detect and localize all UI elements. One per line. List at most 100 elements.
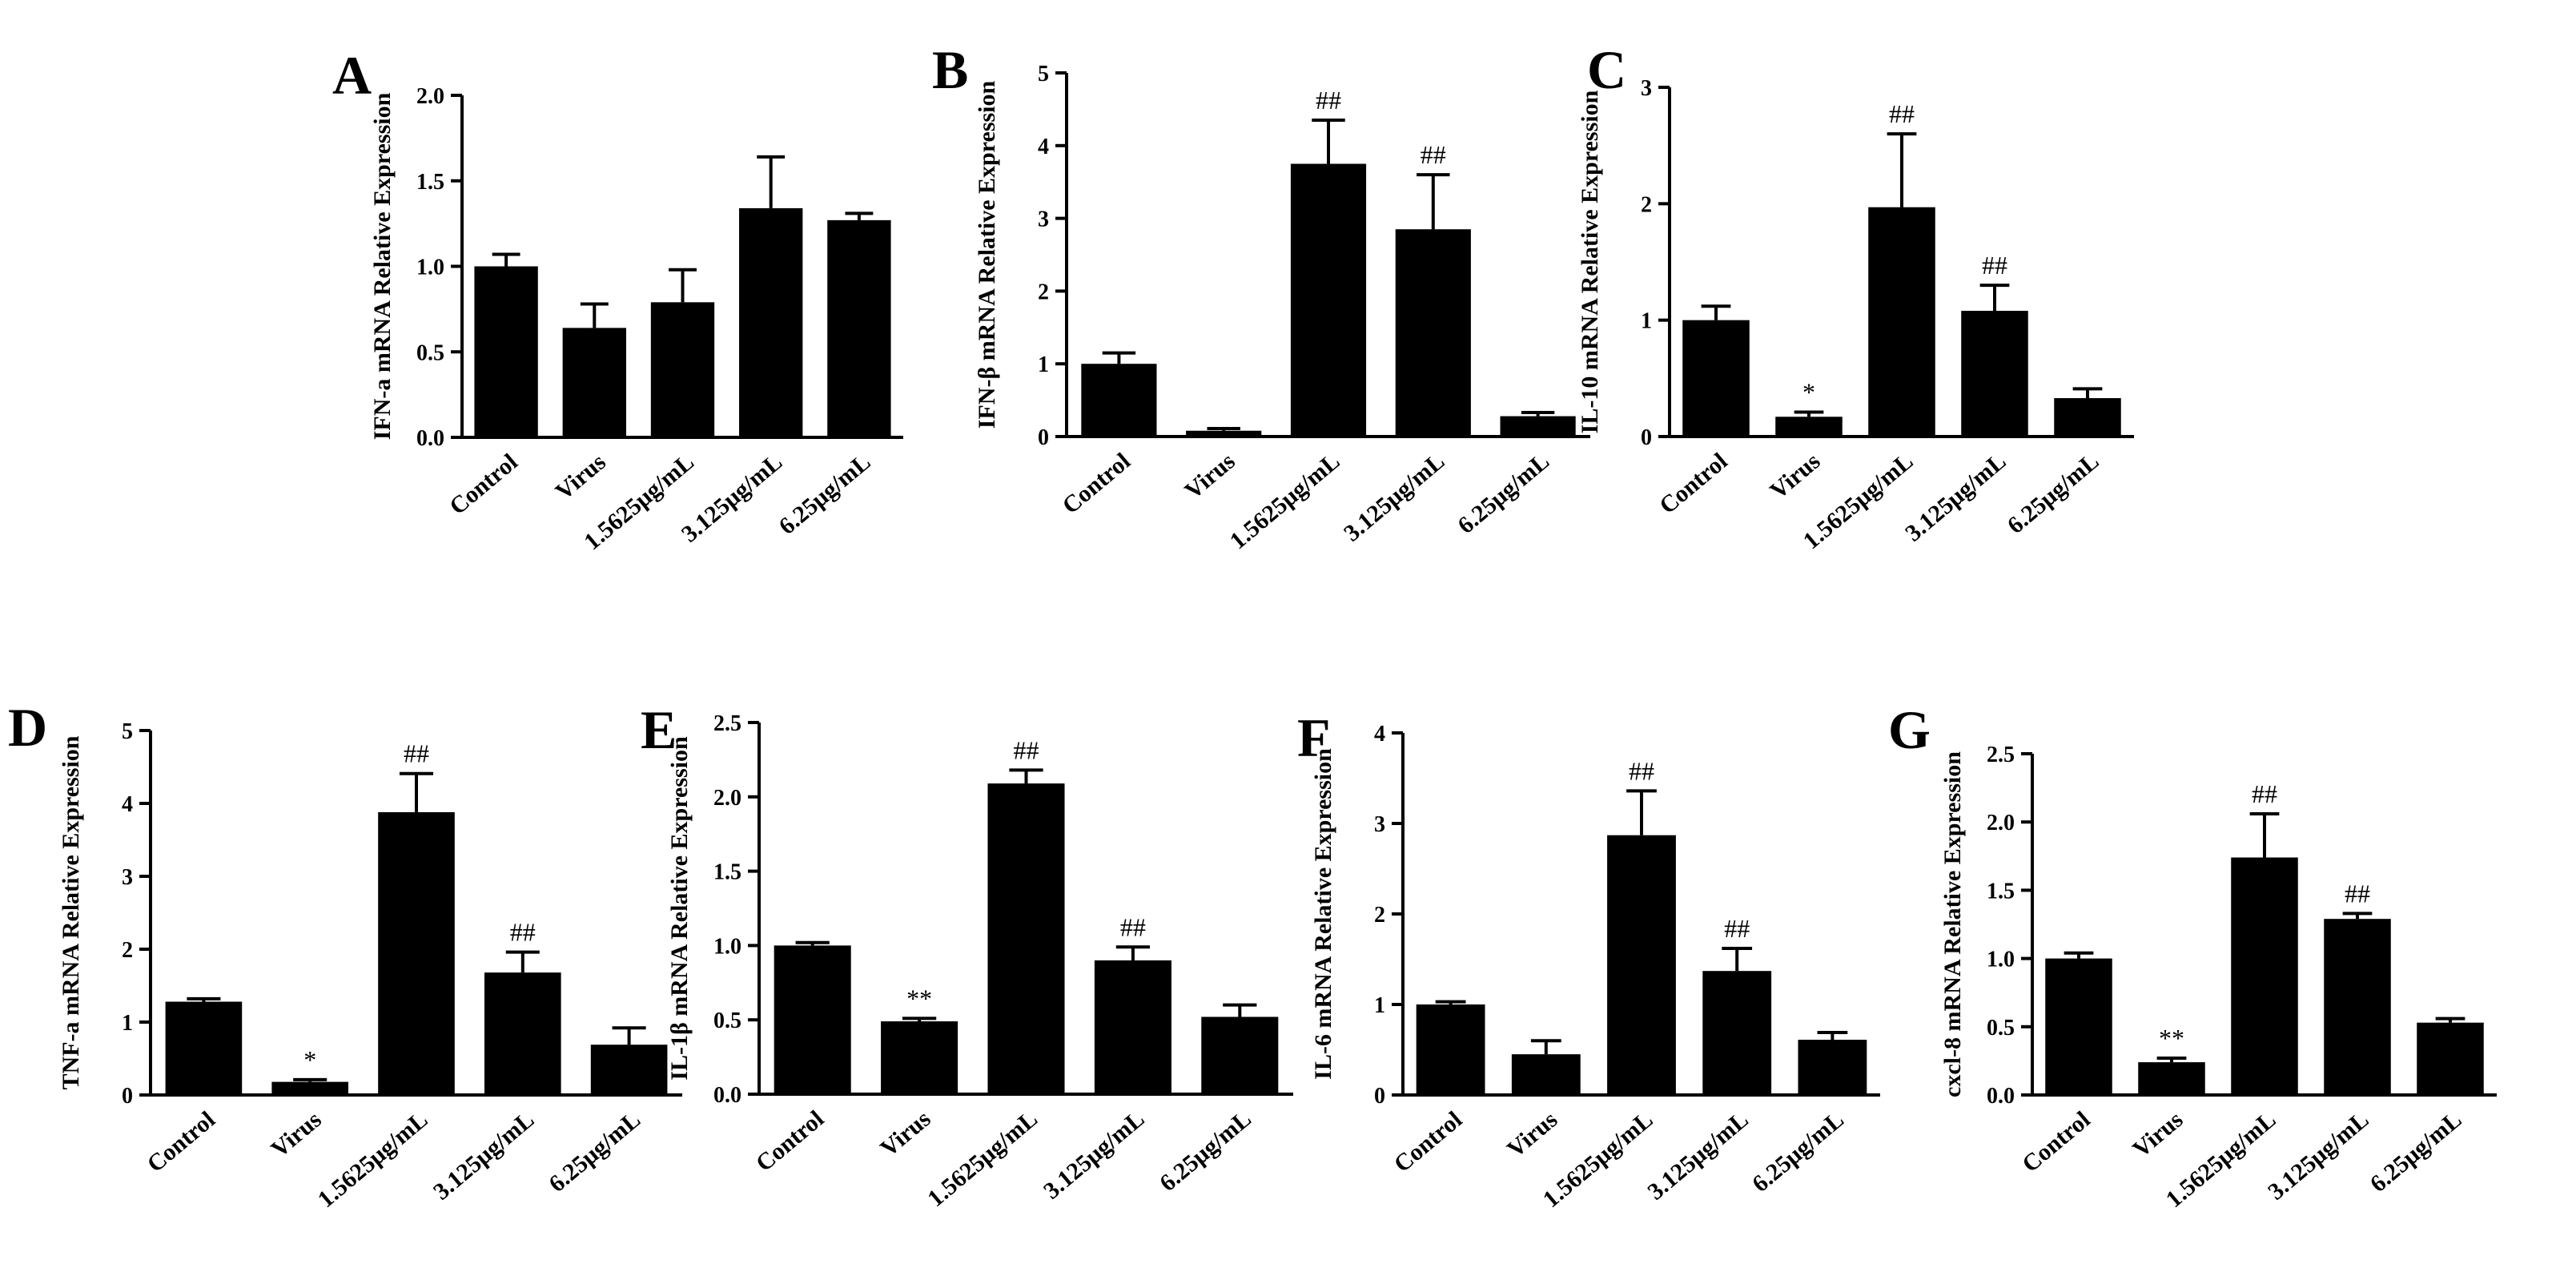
bar-d-0	[165, 1001, 243, 1095]
y-tick-label-d: 1	[122, 1011, 133, 1036]
y-tick-label-e: 2.5	[713, 711, 741, 736]
bar-e-3	[1094, 960, 1171, 1094]
category-label-c-3: 3.125μg/mL	[1900, 448, 2011, 547]
panel-letter-f: F	[1297, 707, 1331, 768]
category-label-e-1: Virus	[875, 1105, 935, 1162]
category-label-f-3: 3.125μg/mL	[1642, 1106, 1753, 1206]
y-tick-label-e: 2.0	[713, 786, 741, 811]
category-label-c-1: Virus	[1765, 448, 1825, 505]
bar-c-2	[1868, 207, 1935, 437]
category-label-b-0: Control	[1058, 448, 1135, 519]
y-axis-title-a: IFN-a mRNA Relative Expression	[369, 92, 396, 440]
bar-e-1	[881, 1021, 958, 1094]
category-label-d-3: 3.125μg/mL	[428, 1106, 539, 1206]
panel-a: A 0.0 0.5 1.0 1.5 2.0 IFN-a mRNA Relative Expr…	[332, 45, 903, 555]
category-label-f-0: Control	[1389, 1106, 1467, 1177]
bar-f-3	[1702, 971, 1772, 1095]
y-tick-label-d: 0	[122, 1084, 133, 1109]
bar-g-1	[2138, 1062, 2205, 1095]
y-tick-label-d: 2	[122, 938, 133, 963]
y-tick-label-b: 4	[1038, 135, 1049, 159]
y-tick-label-g: 0.5	[1987, 1016, 2015, 1041]
bar-d-1	[271, 1081, 349, 1095]
category-label-a-4: 6.25μg/mL	[774, 449, 876, 540]
panel-letter-b: B	[932, 39, 968, 100]
bar-b-2	[1290, 163, 1367, 437]
significance-label-e-3: ##	[1120, 912, 1146, 941]
bar-d-2	[378, 811, 455, 1095]
category-label-d-0: Control	[143, 1106, 220, 1177]
y-tick-label-f: 3	[1374, 812, 1385, 837]
y-tick-label-e: 1.5	[713, 860, 741, 885]
category-label-b-3: 3.125μg/mL	[1339, 448, 1449, 547]
bar-e-2	[987, 783, 1065, 1094]
significance-label-e-1: **	[906, 984, 932, 1012]
panel-letter-a: A	[332, 45, 372, 106]
y-tick-label-g: 0.0	[1987, 1084, 2015, 1109]
significance-label-c-2: ##	[1889, 99, 1915, 128]
bar-b-3	[1395, 229, 1471, 437]
y-tick-label-b: 0	[1038, 425, 1049, 450]
y-axis-title-e: IL-1β mRNA Relative Expression	[666, 736, 693, 1081]
category-label-d-1: Virus	[266, 1106, 326, 1163]
bar-e-0	[774, 945, 851, 1094]
significance-label-g-2: ##	[2252, 779, 2277, 808]
y-axis-title-f: IL-6 mRNA Relative Expression	[1310, 748, 1336, 1080]
y-tick-label-c: 0	[1641, 425, 1652, 450]
y-axis-title-b: IFN-β mRNA Relative Expression	[974, 80, 1000, 429]
y-tick-label-e: 0.0	[713, 1083, 741, 1108]
category-label-d-4: 6.25μg/mL	[544, 1106, 645, 1198]
panel-letter-d: D	[8, 697, 47, 758]
category-label-e-2: 1.5625μg/mL	[922, 1105, 1043, 1212]
category-label-e-0: Control	[751, 1105, 829, 1177]
bar-a-4	[827, 219, 891, 437]
significance-label-f-2: ##	[1629, 756, 1654, 785]
panel-letter-c: C	[1587, 39, 1626, 100]
y-tick-label-f: 2	[1374, 903, 1385, 928]
y-tick-label-f: 0	[1374, 1084, 1385, 1109]
category-label-b-1: Virus	[1179, 448, 1240, 505]
y-tick-label-b: 2	[1038, 280, 1049, 304]
bar-g-3	[2324, 919, 2391, 1095]
significance-label-b-3: ##	[1421, 140, 1446, 169]
bar-g-2	[2231, 857, 2298, 1095]
bar-b-1	[1186, 430, 1262, 437]
panel-letter-g: G	[1888, 699, 1931, 760]
panel-c: C 0 1 2 3 IL-10 mRNA Relative Expression Contr…	[1577, 39, 2134, 554]
category-label-f-4: 6.25μg/mL	[1747, 1106, 1849, 1198]
bar-a-3	[739, 207, 803, 437]
y-tick-label-b: 3	[1038, 207, 1049, 232]
significance-label-e-2: ##	[1014, 735, 1039, 764]
bar-c-3	[1961, 311, 2028, 437]
category-label-e-3: 3.125μg/mL	[1039, 1105, 1149, 1205]
y-tick-label-d: 4	[122, 792, 133, 817]
category-label-g-1: Virus	[2128, 1106, 2188, 1163]
y-tick-label-g: 2.0	[1987, 811, 2015, 835]
y-tick-label-g: 2.5	[1987, 743, 2015, 767]
y-tick-label-f: 4	[1374, 722, 1385, 747]
y-tick-label-a: 1.5	[416, 170, 444, 195]
y-tick-label-b: 5	[1038, 62, 1049, 87]
bar-d-3	[484, 972, 561, 1095]
significance-label-c-1: *	[1802, 377, 1815, 406]
y-tick-label-g: 1.5	[1987, 879, 2015, 904]
significance-label-d-1: *	[303, 1045, 316, 1074]
category-label-g-3: 3.125μg/mL	[2263, 1106, 2373, 1206]
y-axis-title-c: IL-10 mRNA Relative Expression	[1577, 90, 1603, 433]
y-tick-label-b: 1	[1038, 352, 1049, 377]
bar-b-4	[1500, 416, 1576, 437]
category-label-b-2: 1.5625μg/mL	[1225, 448, 1345, 554]
category-label-b-4: 6.25μg/mL	[1453, 448, 1554, 539]
y-tick-label-a: 0.5	[416, 340, 444, 365]
bar-d-4	[590, 1045, 668, 1095]
bar-g-0	[2045, 958, 2112, 1095]
y-tick-label-e: 0.5	[713, 1008, 741, 1033]
significance-label-d-3: ##	[510, 918, 536, 947]
y-tick-label-a: 1.0	[416, 256, 444, 280]
category-label-f-1: Virus	[1502, 1106, 1562, 1163]
y-tick-label-a: 0.0	[416, 426, 444, 451]
y-tick-label-d: 5	[122, 719, 133, 744]
category-label-g-4: 6.25μg/mL	[2365, 1106, 2467, 1198]
bar-f-0	[1416, 1004, 1485, 1095]
